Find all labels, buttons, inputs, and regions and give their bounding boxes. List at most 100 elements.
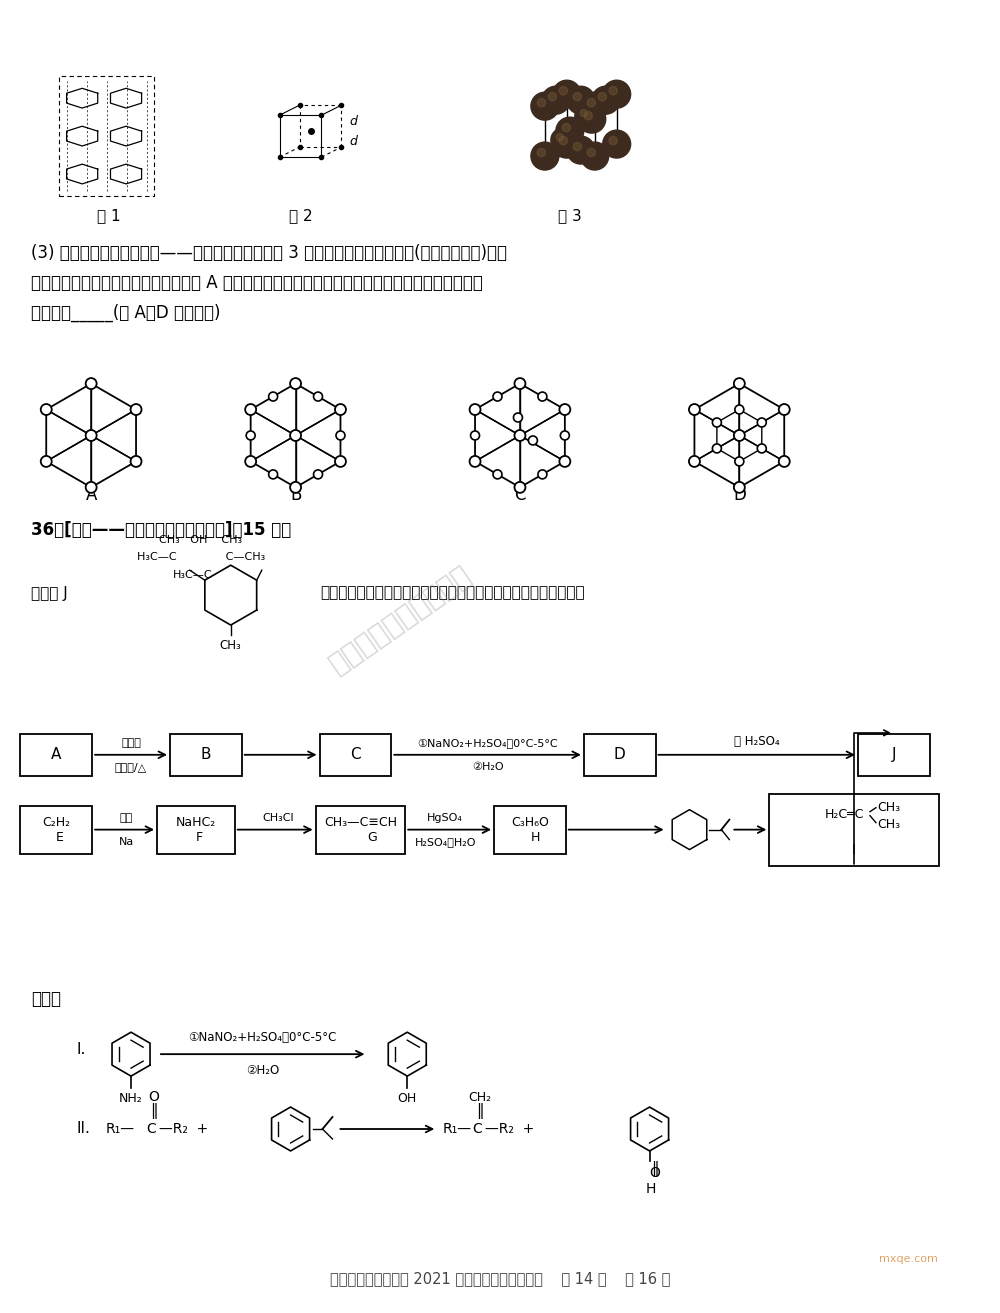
FancyBboxPatch shape bbox=[320, 734, 391, 776]
Text: 微信搜试卷答案公众号: 微信搜试卷答案公众号 bbox=[324, 561, 476, 679]
Circle shape bbox=[513, 414, 522, 421]
Text: —R₂  +: —R₂ + bbox=[159, 1123, 208, 1136]
Circle shape bbox=[246, 431, 255, 440]
Circle shape bbox=[493, 393, 502, 400]
Text: 浓硫酸: 浓硫酸 bbox=[121, 738, 141, 748]
Circle shape bbox=[609, 87, 617, 95]
Circle shape bbox=[689, 404, 700, 415]
Text: —R₂  +: —R₂ + bbox=[485, 1123, 534, 1136]
Text: CH₃Cl: CH₃Cl bbox=[262, 813, 294, 823]
Circle shape bbox=[514, 378, 525, 389]
Text: CH₃: CH₃ bbox=[877, 801, 900, 814]
Text: ‖: ‖ bbox=[476, 1103, 484, 1119]
Text: R₁—: R₁— bbox=[106, 1123, 135, 1136]
Circle shape bbox=[592, 87, 620, 114]
Circle shape bbox=[335, 404, 346, 415]
Text: 图 3: 图 3 bbox=[558, 209, 582, 223]
Text: C: C bbox=[472, 1123, 482, 1136]
Circle shape bbox=[470, 404, 481, 415]
Text: CH₃: CH₃ bbox=[220, 638, 242, 651]
Text: A: A bbox=[85, 486, 97, 504]
Circle shape bbox=[581, 92, 609, 119]
Circle shape bbox=[335, 456, 346, 467]
Circle shape bbox=[578, 105, 606, 133]
Text: HgSO₄: HgSO₄ bbox=[427, 813, 463, 823]
Text: H₂C═C: H₂C═C bbox=[824, 809, 864, 821]
Circle shape bbox=[573, 92, 581, 101]
Text: H₃C—C              C—CH₃: H₃C—C C—CH₃ bbox=[137, 553, 265, 562]
Text: 浓硝酸/△: 浓硝酸/△ bbox=[115, 762, 147, 772]
Circle shape bbox=[609, 137, 617, 144]
Circle shape bbox=[553, 130, 581, 158]
Circle shape bbox=[580, 109, 587, 117]
Text: O: O bbox=[650, 1166, 660, 1180]
Circle shape bbox=[314, 393, 323, 400]
Circle shape bbox=[531, 92, 559, 119]
Text: ①NaNO₂+H₂SO₄，0°C-5°C: ①NaNO₂+H₂SO₄，0°C-5°C bbox=[417, 738, 558, 748]
Circle shape bbox=[538, 470, 547, 479]
Text: CH₃—C≡CH
      G: CH₃—C≡CH G bbox=[324, 815, 397, 844]
Text: C: C bbox=[350, 747, 361, 763]
Text: mxqe.com: mxqe.com bbox=[879, 1254, 938, 1263]
FancyBboxPatch shape bbox=[157, 806, 235, 853]
Text: NH₂: NH₂ bbox=[119, 1091, 143, 1104]
Circle shape bbox=[567, 87, 595, 114]
Text: I.: I. bbox=[76, 1041, 86, 1057]
Text: H: H bbox=[645, 1182, 656, 1196]
Text: ‖: ‖ bbox=[651, 1161, 658, 1176]
Text: B: B bbox=[290, 486, 301, 504]
Text: C₂H₂
  E: C₂H₂ E bbox=[42, 815, 70, 844]
Circle shape bbox=[779, 456, 790, 467]
Circle shape bbox=[336, 431, 345, 440]
Text: ②H₂O: ②H₂O bbox=[246, 1064, 279, 1077]
Text: d: d bbox=[349, 135, 357, 147]
Text: O: O bbox=[149, 1090, 159, 1104]
Text: 应该是图_____(从 A～D 图中选填): 应该是图_____(从 A～D 图中选填) bbox=[31, 303, 221, 322]
Circle shape bbox=[560, 431, 569, 440]
Circle shape bbox=[575, 104, 599, 129]
Circle shape bbox=[712, 418, 721, 427]
Text: CH₂: CH₂ bbox=[468, 1091, 492, 1103]
Circle shape bbox=[528, 436, 537, 445]
Text: ‖: ‖ bbox=[150, 1103, 158, 1119]
Circle shape bbox=[86, 429, 97, 441]
Text: 是一种汽油抗爆震剂，也是一种油溶性抗氧化剂，其合成路线下：: 是一种汽油抗爆震剂，也是一种油溶性抗氧化剂，其合成路线下： bbox=[320, 586, 585, 600]
Text: H₂SO₄，H₂O: H₂SO₄，H₂O bbox=[414, 836, 476, 847]
Text: (3) 碳的另一种同素异形体——金刚石，其晶胞如图 3 所示。已知金属钠的晶胞(体心立方堆积)沿其: (3) 碳的另一种同素异形体——金刚石，其晶胞如图 3 所示。已知金属钠的晶胞(… bbox=[31, 244, 507, 261]
Circle shape bbox=[562, 123, 571, 131]
Text: C: C bbox=[514, 486, 526, 504]
Circle shape bbox=[559, 87, 568, 95]
Circle shape bbox=[734, 429, 745, 441]
Circle shape bbox=[556, 134, 563, 140]
Text: 36．[化学——选修五：有机化学基础]（15 分）: 36．[化学——选修五：有机化学基础]（15 分） bbox=[31, 521, 292, 540]
Circle shape bbox=[757, 418, 766, 427]
Circle shape bbox=[538, 393, 547, 400]
Circle shape bbox=[245, 404, 256, 415]
Text: B: B bbox=[201, 747, 211, 763]
Circle shape bbox=[779, 404, 790, 415]
FancyBboxPatch shape bbox=[494, 806, 566, 853]
FancyBboxPatch shape bbox=[170, 734, 242, 776]
Circle shape bbox=[542, 87, 570, 114]
Circle shape bbox=[493, 470, 502, 479]
Circle shape bbox=[314, 470, 323, 479]
Text: R₁—: R₁— bbox=[442, 1123, 471, 1136]
Text: 有机物 J: 有机物 J bbox=[31, 586, 68, 600]
Circle shape bbox=[514, 429, 525, 441]
FancyBboxPatch shape bbox=[858, 734, 930, 776]
Circle shape bbox=[757, 444, 766, 453]
Circle shape bbox=[290, 378, 301, 389]
Circle shape bbox=[245, 456, 256, 467]
Circle shape bbox=[551, 129, 575, 152]
Circle shape bbox=[581, 142, 609, 169]
Text: C: C bbox=[146, 1123, 156, 1136]
Circle shape bbox=[269, 470, 278, 479]
Circle shape bbox=[41, 456, 52, 467]
Circle shape bbox=[735, 457, 744, 466]
Circle shape bbox=[470, 456, 481, 467]
Circle shape bbox=[290, 429, 301, 441]
Circle shape bbox=[86, 482, 97, 492]
Circle shape bbox=[712, 444, 721, 453]
Circle shape bbox=[587, 98, 595, 106]
Text: CH₃   OH    CH₃: CH₃ OH CH₃ bbox=[159, 536, 242, 545]
